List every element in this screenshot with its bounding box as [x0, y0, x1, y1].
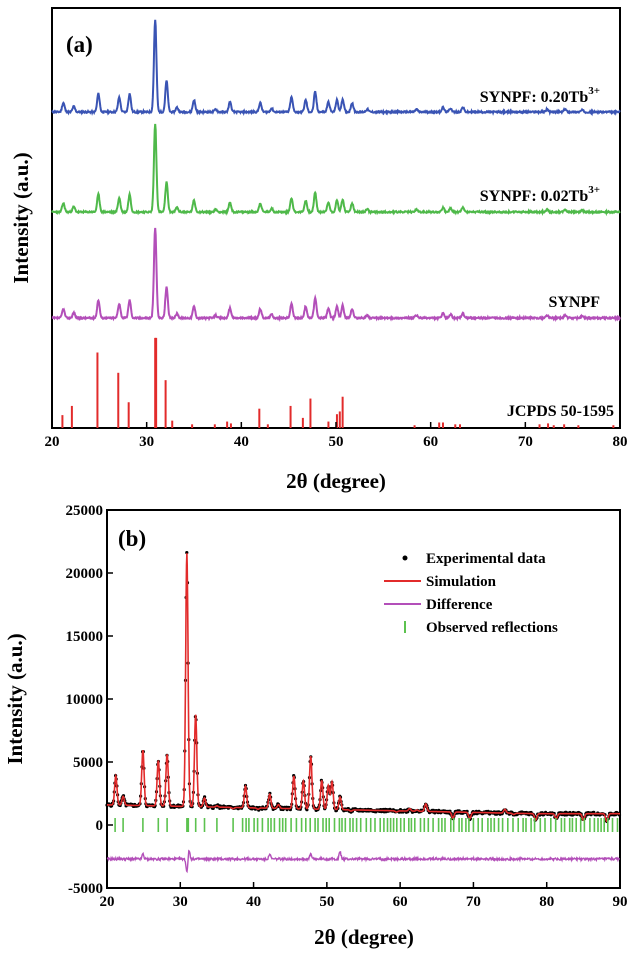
legend-experimental-marker [402, 555, 408, 561]
difference-line [106, 849, 621, 874]
panel-a: 20 30 40 50 60 70 80 (a) SYNPF: 0.20Tb3+ SYNPF… [9, 7, 628, 493]
y-tick-label-b-10000: 10000 [66, 692, 104, 708]
panel-b-plot-area [105, 551, 622, 874]
panel-a-x-axis-title: 2θ (degree) [286, 469, 386, 493]
legend-difference-label: Difference [426, 597, 493, 613]
trace-0 [51, 19, 621, 117]
legend-experimental-label: Experimental data [426, 551, 546, 567]
x-tick-label-b-20: 20 [100, 894, 115, 910]
x-tick-label-a-60: 60 [423, 434, 438, 450]
series-label-020tb: SYNPF: 0.20Tb3+ [480, 85, 600, 106]
legend-reflections-label: Observed reflections [426, 620, 558, 636]
simulation-line [107, 553, 620, 823]
series-label-jcpds: JCPDS 50-1595 [507, 403, 614, 420]
panel-a-label: (a) [66, 32, 93, 57]
panel-a-frame [51, 7, 621, 429]
experimental-data-series [105, 551, 622, 824]
x-tick-label-a-20: 20 [45, 434, 60, 450]
panel-b-ticks: 20 30 40 50 60 70 80 90 -5000 0 5000 10000 15000 2000… [66, 503, 628, 910]
y-tick-label-b-0: 0 [96, 818, 104, 834]
panel-b-legend: Experimental data Simulation Difference … [384, 551, 558, 636]
x-tick-label-b-90: 90 [613, 894, 628, 910]
x-tick-label-b-60: 60 [393, 894, 408, 910]
panel-a-traces [51, 19, 621, 323]
x-tick-label-a-70: 70 [518, 434, 533, 450]
x-tick-label-a-30: 30 [139, 434, 154, 450]
y-tick-label-b-5000: 5000 [73, 755, 103, 771]
observed-reflections [114, 818, 619, 832]
y-tick-label-b--5000: -5000 [68, 881, 103, 897]
trace-1 [51, 123, 621, 217]
legend-simulation-label: Simulation [426, 574, 497, 590]
panel-a-x-ticks: 20 30 40 50 60 70 80 [45, 422, 628, 450]
panel-b-y-axis-title: Intensity (a.u.) [3, 633, 27, 764]
y-tick-label-b-20000: 20000 [66, 566, 104, 582]
x-tick-label-b-70: 70 [466, 894, 481, 910]
panel-b: 20 30 40 50 60 70 80 90 -5000 0 5000 10000 15000 2000… [3, 503, 628, 949]
x-tick-label-a-80: 80 [613, 434, 628, 450]
panel-a-reference-lines [61, 337, 615, 428]
y-tick-label-b-25000: 25000 [66, 503, 104, 519]
panel-b-x-axis-title: 2θ (degree) [314, 925, 414, 949]
x-tick-label-b-80: 80 [539, 894, 554, 910]
y-tick-label-b-15000: 15000 [66, 629, 104, 645]
x-tick-label-b-50: 50 [319, 894, 334, 910]
x-tick-label-a-50: 50 [329, 434, 344, 450]
x-tick-label-b-40: 40 [246, 894, 261, 910]
trace-2 [51, 227, 621, 323]
panel-a-y-axis-title: Intensity (a.u.) [9, 152, 33, 283]
panel-b-label: (b) [118, 526, 146, 551]
x-tick-label-a-40: 40 [234, 434, 249, 450]
series-label-synpf: SYNPF [548, 294, 600, 311]
x-tick-label-b-30: 30 [173, 894, 188, 910]
series-label-002tb: SYNPF: 0.02Tb3+ [480, 184, 600, 205]
